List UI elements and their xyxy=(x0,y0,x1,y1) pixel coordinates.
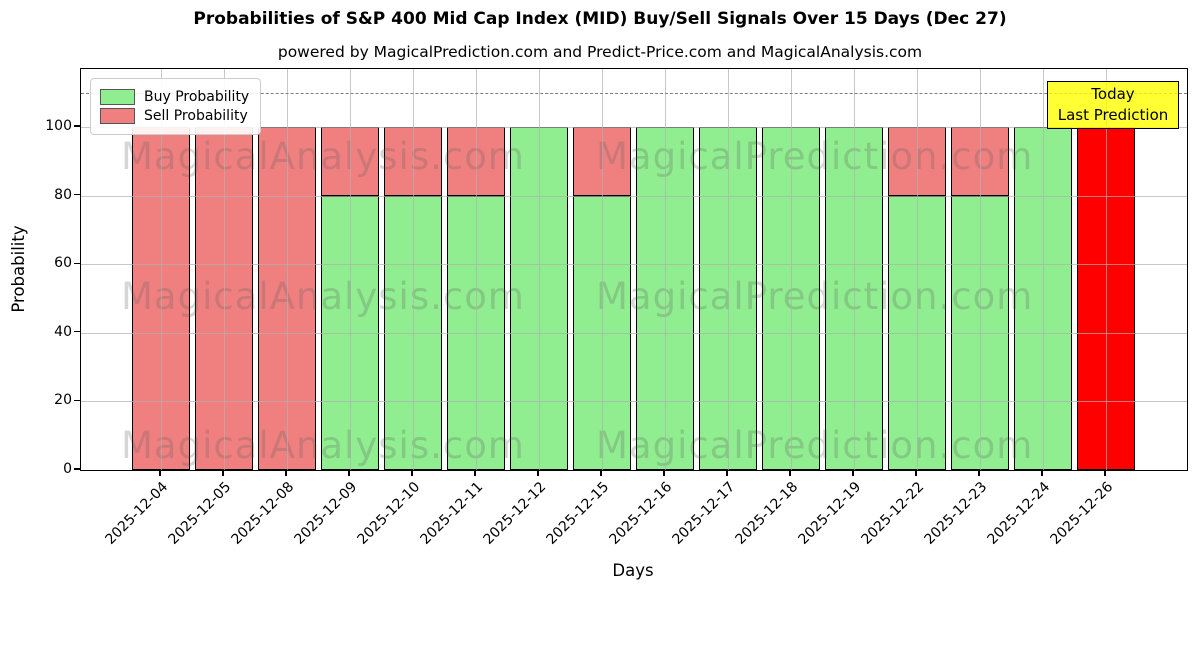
gridline-vertical xyxy=(917,69,918,470)
legend-label: Buy Probability xyxy=(144,89,250,105)
gridline-horizontal xyxy=(81,401,1187,403)
gridline-vertical xyxy=(413,69,414,470)
y-tick-mark xyxy=(74,468,80,470)
gridline-vertical xyxy=(1043,69,1044,470)
y-tick-label: 80 xyxy=(54,186,72,203)
annotation-line1: Today xyxy=(1091,85,1135,103)
y-tick-mark xyxy=(74,193,80,196)
gridline-vertical xyxy=(1106,69,1107,470)
gridline-vertical xyxy=(728,69,729,470)
plot-area: Buy Probability Sell Probability Today La… xyxy=(80,68,1188,471)
x-tick-mark xyxy=(285,470,287,476)
gridline-vertical xyxy=(539,69,540,470)
watermark-text: MagicalPrediction.com xyxy=(596,275,1034,318)
gridline-vertical xyxy=(476,69,477,470)
x-tick-mark xyxy=(1041,470,1043,476)
x-tick-mark xyxy=(474,470,476,476)
threshold-dashed-line xyxy=(81,92,1187,94)
today-annotation: Today Last Prediction xyxy=(1047,81,1179,129)
gridline-vertical xyxy=(224,69,225,470)
watermark-text: MagicalPrediction.com xyxy=(596,135,1034,178)
watermark-text: MagicalAnalysis.com xyxy=(121,275,525,318)
x-tick-mark xyxy=(852,470,854,476)
y-tick-label: 40 xyxy=(54,323,72,340)
gridline-vertical xyxy=(287,69,288,470)
gridline-vertical xyxy=(665,69,666,470)
gridline-vertical xyxy=(602,69,603,470)
chart-subtitle: powered by MagicalPrediction.com and Pre… xyxy=(277,43,923,61)
y-tick-label: 20 xyxy=(54,392,72,409)
y-tick-mark xyxy=(74,125,80,127)
gridline-horizontal xyxy=(81,127,1187,128)
watermark-text: MagicalPrediction.com xyxy=(596,424,1034,467)
x-tick-mark xyxy=(978,470,980,476)
x-tick-mark xyxy=(726,470,728,476)
chart-title: Probabilities of S&P 400 Mid Cap Index (… xyxy=(193,9,1007,29)
x-tick-mark xyxy=(600,470,602,476)
y-tick-mark xyxy=(74,331,80,333)
gridline-vertical xyxy=(854,69,855,470)
legend-row: Buy Probability xyxy=(100,89,249,105)
gridline-horizontal xyxy=(81,264,1187,266)
y-tick-label: 0 xyxy=(63,461,72,477)
legend-label: Sell Probability xyxy=(144,108,248,124)
gridline-vertical xyxy=(791,69,792,470)
gridline-vertical xyxy=(161,69,162,470)
y-tick-mark xyxy=(74,399,80,402)
watermark-text: MagicalAnalysis.com xyxy=(121,424,525,467)
gridline-horizontal xyxy=(81,195,1187,197)
legend: Buy Probability Sell Probability xyxy=(90,78,262,135)
annotation-line2: Last Prediction xyxy=(1057,106,1169,124)
x-axis-label: Days xyxy=(612,561,654,580)
x-tick-mark xyxy=(915,470,917,476)
legend-row: Sell Probability xyxy=(100,108,249,124)
sell-swatch xyxy=(100,108,135,124)
gridline-vertical xyxy=(980,69,981,470)
gridline-vertical xyxy=(350,69,351,470)
x-tick-mark xyxy=(348,470,350,476)
y-tick-mark xyxy=(74,262,80,264)
x-tick-mark xyxy=(789,470,791,476)
watermark-text: MagicalAnalysis.com xyxy=(121,135,525,178)
gridline-horizontal xyxy=(81,332,1187,334)
x-tick-mark xyxy=(537,470,539,476)
x-tick-mark xyxy=(159,470,161,476)
x-tick-mark xyxy=(663,470,665,476)
buy-swatch xyxy=(100,89,135,105)
x-tick-mark xyxy=(222,470,224,476)
y-tick-label: 60 xyxy=(54,255,72,272)
x-tick-mark xyxy=(411,470,413,476)
x-tick-mark xyxy=(1104,470,1106,476)
y-tick-label: 100 xyxy=(45,118,72,134)
